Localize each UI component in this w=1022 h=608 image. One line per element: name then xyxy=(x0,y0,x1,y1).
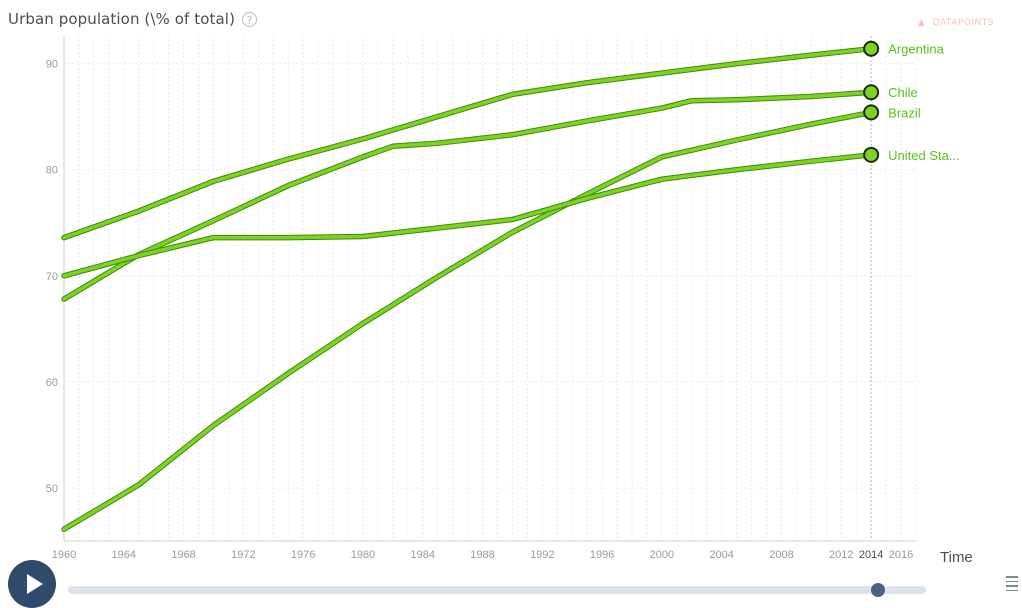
x-tick-label: 1988 xyxy=(470,549,494,561)
y-axis-title[interactable]: Urban population (\% of total) xyxy=(8,10,236,28)
series-line xyxy=(62,110,873,532)
x-tick-label: 2016 xyxy=(889,549,913,561)
x-tick-label: 1964 xyxy=(112,549,136,561)
speed-icon[interactable] xyxy=(1006,576,1018,600)
warning-triangle-icon: ▲ xyxy=(917,18,926,28)
series-end-marker xyxy=(863,146,880,163)
series-line xyxy=(62,46,873,240)
series-label: Argentina xyxy=(888,42,944,57)
series-end-marker xyxy=(863,84,880,101)
series-label: United Sta... xyxy=(888,148,960,163)
play-button[interactable] xyxy=(8,560,56,608)
timeslider-handle[interactable] xyxy=(871,583,885,597)
x-tick-label: 1968 xyxy=(171,549,195,561)
x-axis-title: Time xyxy=(940,549,973,566)
x-tick-label: 2004 xyxy=(709,549,733,561)
x-tick-label: 1992 xyxy=(530,549,554,561)
x-tick-label: 2012 xyxy=(829,549,853,561)
x-tick-label: 1980 xyxy=(351,549,375,561)
chart-header: Urban population (\% of total) ? xyxy=(8,10,258,28)
series-line xyxy=(62,90,873,301)
x-tick-label: 2000 xyxy=(650,549,674,561)
line-chart: 50 60 70 80 90 1960 1964 1968 1972 1976 1980 1984 19… xyxy=(46,36,973,566)
x-tick-label: 1960 xyxy=(52,549,76,561)
x-tick-label: 2008 xyxy=(769,549,793,561)
datapoints-label: DATAPOINTS xyxy=(932,18,994,28)
x-tick-label: 2014 xyxy=(859,549,883,561)
x-tick-label: 1972 xyxy=(231,549,255,561)
datapoints-link[interactable]: ▲ DATAPOINTS xyxy=(918,18,994,28)
grid xyxy=(63,36,917,541)
y-tick-label: 60 xyxy=(46,377,58,389)
series-line xyxy=(62,153,873,278)
help-icon[interactable]: ? xyxy=(242,11,258,27)
y-tick-label: 90 xyxy=(46,59,58,71)
y-tick-label: 80 xyxy=(46,165,58,177)
series-label: Brazil xyxy=(888,105,921,120)
x-tick-label: 1984 xyxy=(410,549,434,561)
series-end-markers: Argentina Chile Brazil United Sta... xyxy=(863,40,960,163)
y-tick-label: 70 xyxy=(46,271,58,283)
x-tick-label: 1976 xyxy=(291,549,315,561)
y-tick-label: 50 xyxy=(46,483,58,495)
series-lines xyxy=(61,45,874,533)
series-label: Chile xyxy=(888,85,918,100)
x-tick-label: 1996 xyxy=(590,549,614,561)
series-end-marker xyxy=(863,104,880,121)
timeslider-track[interactable] xyxy=(68,586,926,594)
axes: 50 60 70 80 90 1960 1964 1968 1972 1976 1980 1984 19… xyxy=(46,36,916,561)
series-end-marker xyxy=(863,40,880,57)
